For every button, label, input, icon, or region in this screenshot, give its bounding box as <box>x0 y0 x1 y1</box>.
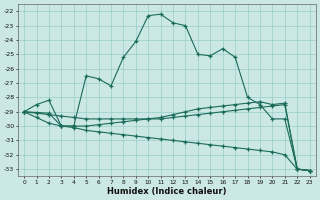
X-axis label: Humidex (Indice chaleur): Humidex (Indice chaleur) <box>107 187 227 196</box>
